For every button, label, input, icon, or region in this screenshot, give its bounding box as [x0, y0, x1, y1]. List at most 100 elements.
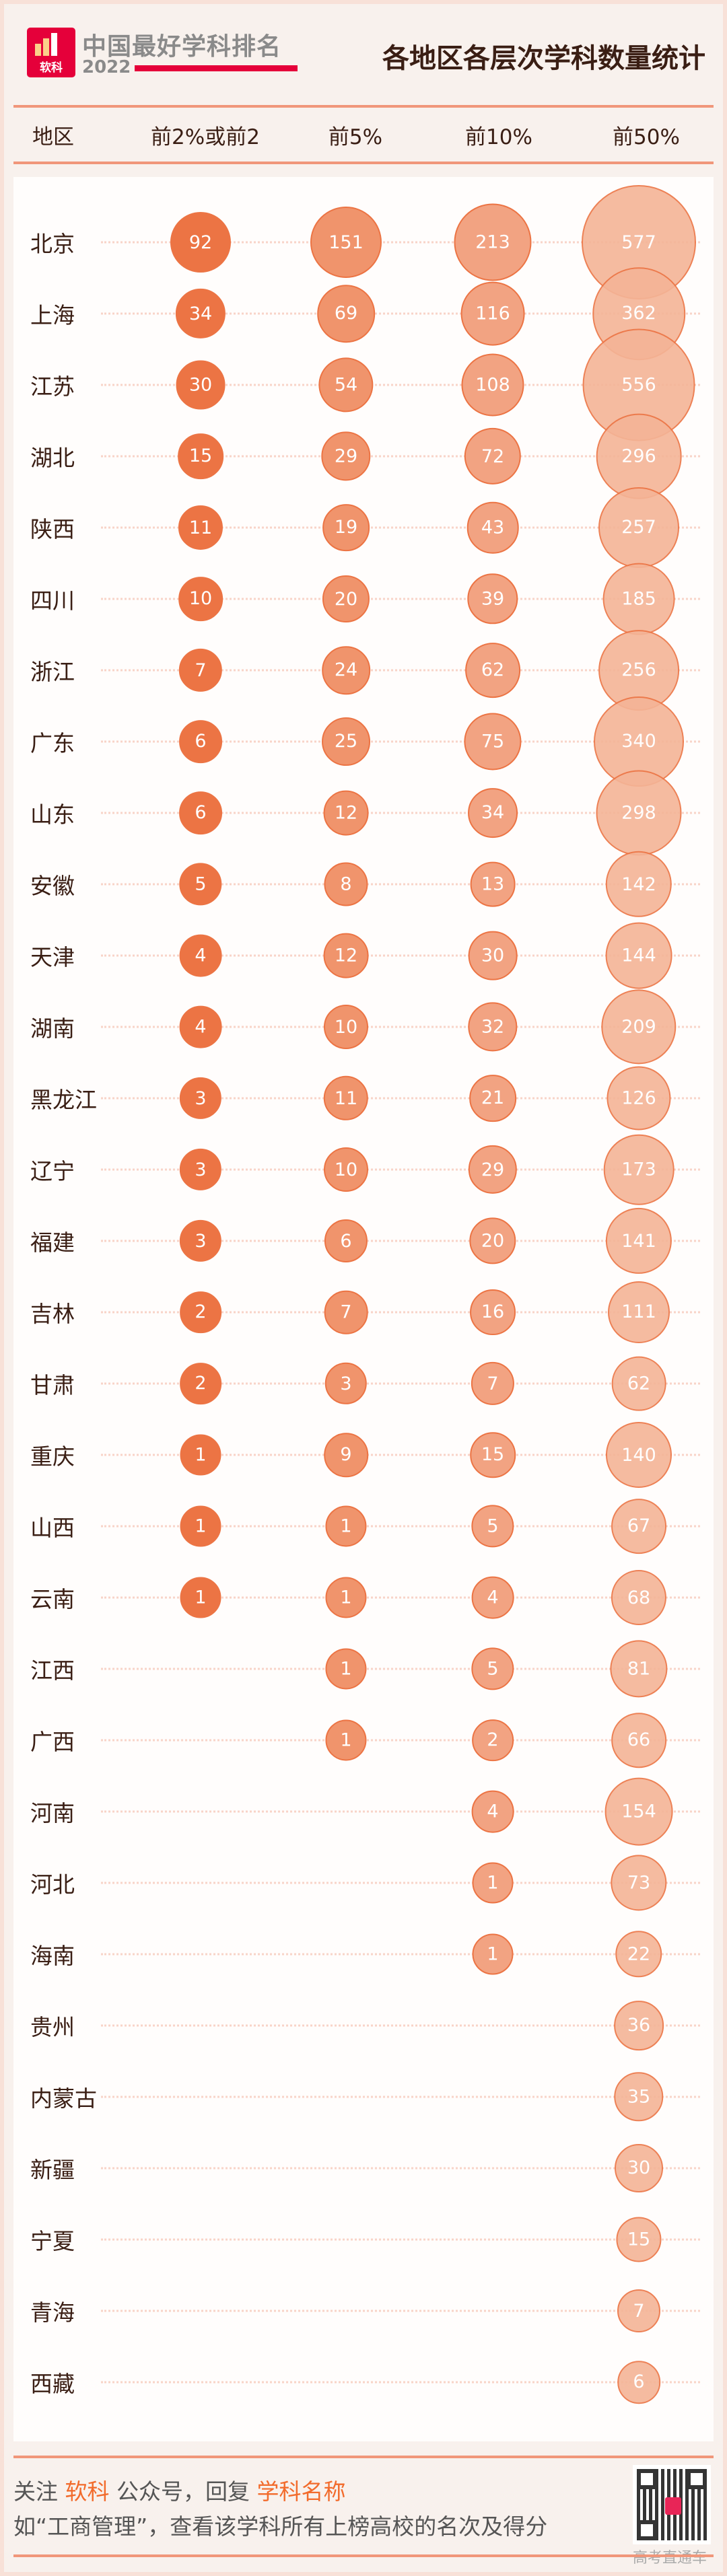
region-label: 甘肃 — [30, 1372, 75, 1398]
region-label: 福建 — [30, 1229, 75, 1256]
bubble-top10: 39 — [467, 573, 518, 624]
qr-code[interactable] — [633, 2465, 711, 2544]
logo-bar — [35, 44, 41, 56]
region-label: 宁夏 — [30, 2228, 75, 2254]
column-header-region: 地区 — [32, 125, 74, 149]
bubble-top50: 62 — [611, 1356, 666, 1411]
footer-bottom-line — [13, 2554, 714, 2557]
bubble-top5: 69 — [317, 285, 375, 343]
brand-underline — [135, 65, 298, 71]
bubble-top50: 67 — [611, 1499, 666, 1554]
bubble-top50: 126 — [607, 1066, 671, 1131]
bubble-top2: 30 — [176, 360, 226, 410]
row-guide-line — [101, 526, 700, 529]
bubble-top50: 6 — [617, 2361, 660, 2404]
bubble-top2: 4 — [179, 934, 222, 977]
bubble-top2: 7 — [178, 648, 223, 692]
brand-name: 中国最好学科排名 — [82, 33, 282, 61]
bubble-top2: 2 — [180, 1363, 221, 1404]
region-label: 新疆 — [30, 2157, 75, 2183]
bubble-top2: 92 — [170, 212, 231, 273]
row-guide-line — [101, 2167, 700, 2170]
bubble-top2: 15 — [178, 433, 223, 479]
region-label: 天津 — [30, 944, 75, 970]
bubble-top5: 20 — [322, 575, 370, 623]
bubble-top50: 15 — [616, 2217, 662, 2262]
row-guide-line — [101, 2024, 700, 2027]
region-label: 青海 — [30, 2299, 75, 2326]
bubble-top50: 296 — [596, 413, 682, 499]
bubble-top50: 173 — [603, 1134, 674, 1205]
bubble-top10: 43 — [466, 501, 519, 554]
row-guide-line — [101, 883, 700, 886]
footer-text: 关注 — [13, 2478, 65, 2505]
bubble-top50: 66 — [611, 1713, 666, 1768]
bubble-top50: 185 — [602, 563, 675, 635]
bubble-top50: 140 — [605, 1421, 672, 1489]
bubble-top2: 6 — [179, 720, 222, 763]
region-label: 吉林 — [30, 1301, 75, 1327]
row-guide-line — [101, 1739, 700, 1742]
footer-line-1: 关注 软科 公众号，回复 学科名称 — [13, 2474, 345, 2506]
qr-corner — [687, 2469, 707, 2489]
row-guide-line — [101, 669, 700, 672]
logo-bar — [51, 33, 57, 56]
bubble-top5: 8 — [324, 862, 368, 906]
bubble-top50: 36 — [614, 2001, 664, 2050]
bubble-top5: 1 — [325, 1577, 367, 1618]
row-guide-line — [101, 2310, 700, 2312]
footer-keyword: 学科名称 — [256, 2478, 346, 2505]
bubble-top10: 4 — [471, 1790, 514, 1833]
bubble-top5: 1 — [325, 1719, 367, 1761]
row-guide-line — [101, 954, 700, 957]
qr-corner — [637, 2520, 657, 2540]
bubble-top10: 34 — [468, 788, 518, 838]
region-label: 陕西 — [30, 516, 75, 542]
bubble-top10: 75 — [464, 713, 522, 771]
row-guide-line — [101, 1311, 700, 1314]
qr-pattern — [637, 2469, 707, 2540]
bubble-top2: 11 — [178, 505, 223, 550]
bubble-top5: 1 — [325, 1505, 367, 1547]
footer-brand-link[interactable]: 软科 — [65, 2478, 110, 2505]
bubble-top5: 11 — [323, 1075, 369, 1121]
bubble-top50: 556 — [582, 328, 695, 441]
bubble-top10: 213 — [454, 203, 532, 281]
bubble-top10: 5 — [471, 1505, 514, 1548]
row-guide-line — [101, 1525, 700, 1528]
region-label: 江苏 — [30, 373, 75, 400]
region-label: 山西 — [30, 1515, 75, 1541]
row-guide-line — [101, 1097, 700, 1100]
region-label: 广西 — [30, 1729, 75, 1755]
bubble-top5: 7 — [324, 1290, 368, 1334]
region-label: 贵州 — [30, 2014, 75, 2040]
bubble-top5: 9 — [324, 1433, 368, 1477]
row-guide-line — [101, 1454, 700, 1456]
footer-top-line — [13, 2456, 714, 2458]
region-label: 黑龙江 — [30, 1087, 97, 1113]
bubble-top5: 10 — [324, 1005, 368, 1049]
bubble-top5: 12 — [323, 933, 369, 978]
region-label: 内蒙古 — [30, 2085, 97, 2112]
row-guide-line — [101, 1240, 700, 1242]
bubble-top5: 54 — [318, 357, 374, 413]
region-label: 辽宁 — [30, 1158, 75, 1184]
bubble-top10: 32 — [468, 1002, 518, 1052]
row-guide-line — [101, 1026, 700, 1028]
bubble-top50: 35 — [614, 2072, 664, 2122]
bubble-top10: 21 — [469, 1075, 516, 1122]
bubble-top10: 7 — [471, 1361, 515, 1406]
bubble-top10: 108 — [461, 353, 524, 417]
shanghairanking-logo: 软科 — [27, 28, 75, 77]
bubble-top2: 1 — [180, 1577, 221, 1618]
bubble-top10: 29 — [468, 1145, 518, 1194]
bubble-top50: 68 — [611, 1569, 667, 1626]
row-guide-line — [101, 1668, 700, 1670]
bubble-top50: 22 — [615, 1931, 662, 1978]
bubble-top5: 25 — [322, 717, 370, 766]
bubble-top50: 81 — [610, 1640, 668, 1698]
region-label: 安徽 — [30, 873, 75, 899]
bubble-top50: 111 — [608, 1281, 670, 1343]
row-guide-line — [101, 241, 700, 244]
region-label: 上海 — [30, 302, 75, 328]
